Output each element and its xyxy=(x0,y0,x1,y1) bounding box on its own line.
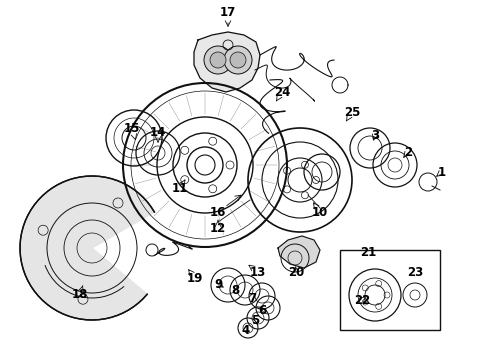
Circle shape xyxy=(224,46,252,74)
Text: 16: 16 xyxy=(210,206,226,219)
Text: 3: 3 xyxy=(371,129,379,141)
Text: 7: 7 xyxy=(248,292,256,305)
Text: 2: 2 xyxy=(404,145,412,158)
Text: 5: 5 xyxy=(251,314,259,327)
Text: 4: 4 xyxy=(242,324,250,337)
Polygon shape xyxy=(194,32,260,92)
Text: 20: 20 xyxy=(288,266,304,279)
Text: 18: 18 xyxy=(72,288,88,302)
Text: 19: 19 xyxy=(187,271,203,284)
Bar xyxy=(340,250,440,330)
Text: 23: 23 xyxy=(407,266,423,279)
Text: 9: 9 xyxy=(214,278,222,291)
Polygon shape xyxy=(278,236,320,268)
Text: 13: 13 xyxy=(250,266,266,279)
Circle shape xyxy=(230,52,246,68)
Text: 25: 25 xyxy=(344,105,360,118)
Text: 12: 12 xyxy=(210,221,226,234)
Text: 22: 22 xyxy=(354,293,370,306)
Text: 1: 1 xyxy=(438,166,446,179)
Text: 8: 8 xyxy=(231,284,239,297)
Polygon shape xyxy=(20,176,154,320)
Text: 10: 10 xyxy=(312,206,328,219)
Text: 17: 17 xyxy=(220,5,236,18)
Circle shape xyxy=(210,52,226,68)
Text: 15: 15 xyxy=(124,122,140,135)
Text: 11: 11 xyxy=(172,181,188,194)
Text: 21: 21 xyxy=(360,246,376,258)
Circle shape xyxy=(204,46,232,74)
Text: 14: 14 xyxy=(150,126,166,139)
Text: 6: 6 xyxy=(258,303,266,316)
Text: 24: 24 xyxy=(274,86,290,99)
